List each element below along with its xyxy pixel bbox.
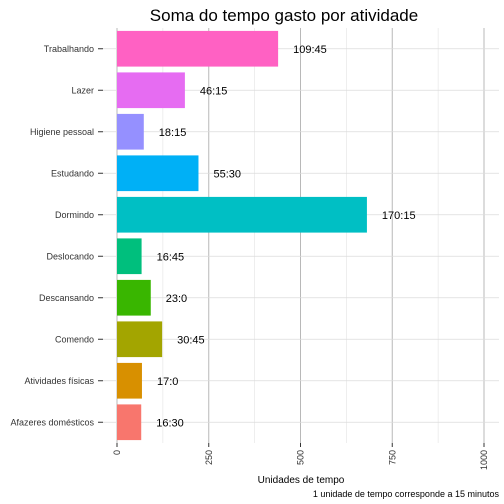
x-axis-title: Unidades de tempo bbox=[258, 475, 345, 486]
data-label: 16:30 bbox=[156, 417, 184, 429]
y-tick-label: Afazeres domésticos bbox=[10, 417, 94, 427]
bar-8 bbox=[117, 321, 163, 358]
bar-4 bbox=[117, 155, 199, 192]
x-tick-label: 250 bbox=[204, 450, 214, 465]
y-tick-label: Lazer bbox=[71, 85, 94, 95]
x-axis: 0 250 500 750 1000 bbox=[112, 443, 489, 470]
x-tick-label: 1000 bbox=[479, 450, 489, 470]
y-tick-label: Atividades físicas bbox=[24, 376, 94, 386]
bar-1 bbox=[117, 30, 279, 67]
data-label: 23:0 bbox=[166, 293, 187, 305]
x-tick-label: 500 bbox=[296, 450, 306, 465]
data-label: 16:45 bbox=[157, 251, 185, 263]
bars bbox=[117, 30, 367, 441]
y-tick-label: Comendo bbox=[55, 334, 94, 344]
data-label: 55:30 bbox=[213, 168, 241, 180]
data-label: 46:15 bbox=[200, 85, 228, 97]
y-tick-label: Trabalhando bbox=[44, 44, 94, 54]
bar-6 bbox=[117, 238, 142, 275]
data-label: 170:15 bbox=[382, 210, 416, 222]
y-tick-label: Deslocando bbox=[46, 251, 94, 261]
gridlines bbox=[103, 28, 499, 443]
data-labels: 109:45 46:15 18:15 55:30 170:15 16:45 23:0 30:4… bbox=[156, 44, 415, 430]
bar-10 bbox=[117, 404, 142, 441]
data-label: 30:45 bbox=[177, 334, 205, 346]
x-tick-label: 750 bbox=[387, 450, 397, 465]
y-tick-label: Dormindo bbox=[55, 210, 94, 220]
bar-3 bbox=[117, 113, 144, 150]
data-label: 109:45 bbox=[293, 44, 327, 56]
x-tick-label: 0 bbox=[112, 450, 122, 455]
y-tick-label: Higiene pessoal bbox=[30, 127, 94, 137]
y-tick-label: Estudando bbox=[51, 168, 94, 178]
chart-caption: 1 unidade de tempo corresponde a 15 minu… bbox=[313, 489, 500, 499]
bar-9 bbox=[117, 362, 142, 399]
y-tick-label: Descansando bbox=[39, 293, 94, 303]
data-label: 18:15 bbox=[159, 127, 187, 139]
chart-title: Soma do tempo gasto por atividade bbox=[150, 6, 418, 25]
bar-5 bbox=[117, 196, 367, 233]
data-label: 17:0 bbox=[157, 376, 178, 388]
bar-2 bbox=[117, 72, 185, 109]
y-axis: Trabalhando Lazer Higiene pessoal Estudando… bbox=[10, 44, 103, 427]
bar-7 bbox=[117, 279, 151, 316]
